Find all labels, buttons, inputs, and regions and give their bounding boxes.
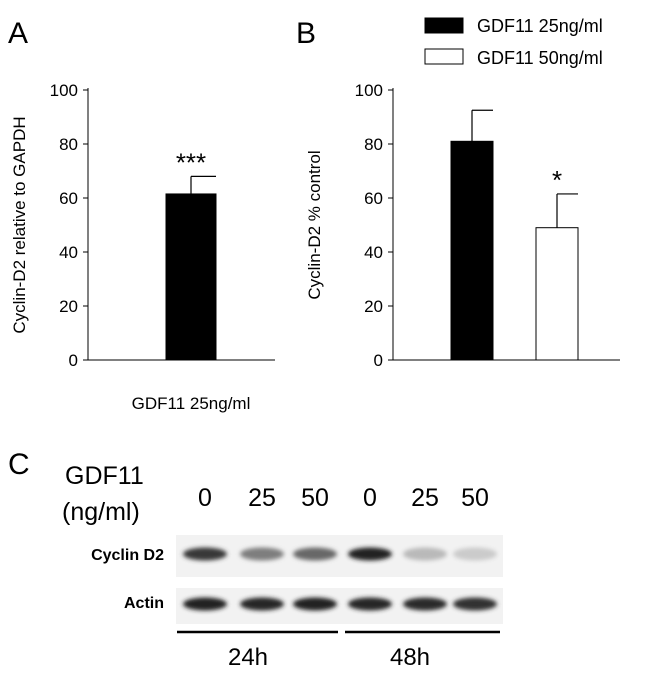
blot-dose-label: 0: [363, 484, 377, 512]
legend-swatch-25: [424, 17, 464, 34]
blot-band-cyclin: [348, 547, 392, 561]
chart-a-tick-label: 0: [69, 351, 78, 370]
blot-dose-label: 0: [198, 484, 212, 512]
chart-a-tick-label: 40: [59, 243, 78, 262]
blot-dose-label: 25: [411, 484, 439, 512]
timepoint-label-24h: 24h: [228, 644, 268, 671]
chart-b-tick-label: 20: [364, 297, 383, 316]
blot-row-label-actin: Actin: [124, 595, 164, 612]
chart-a-tick-label: 80: [59, 135, 78, 154]
legend-swatch-50: [424, 48, 464, 65]
chart-a-ylabel: Cyclin-D2 relative to GAPDH: [10, 116, 29, 333]
chart-a-significance: ***: [176, 147, 206, 177]
panel-letter-b: B: [296, 17, 316, 50]
chart-b-ylabel: Cyclin-D2 % control: [305, 150, 324, 299]
blot-band-actin: [293, 597, 337, 611]
chart-b-bar: [450, 140, 494, 361]
blot-strip-actin: [176, 588, 503, 624]
blot-header-line1: GDF11: [65, 462, 144, 490]
chart-a-bar: [165, 193, 217, 361]
blot-header-line2: (ng/ml): [62, 498, 140, 526]
legend-label-25: GDF11 25ng/ml: [477, 16, 603, 36]
blot-dose-label: 50: [461, 484, 489, 512]
blot-band-actin: [240, 597, 284, 611]
chart-a-tick-label: 20: [59, 297, 78, 316]
blot-band-cyclin: [183, 547, 227, 561]
blot-band-cyclin: [403, 547, 447, 561]
chart-b-legend: GDF11 25ng/ml GDF11 50ng/ml: [424, 16, 603, 68]
legend-label-50: GDF11 50ng/ml: [477, 48, 603, 68]
timepoint-label-48h: 48h: [390, 644, 430, 671]
blot-band-actin: [348, 597, 392, 611]
chart-b-tick-label: 40: [364, 243, 383, 262]
blot-band-cyclin: [240, 547, 284, 561]
chart-b-significance: *: [552, 165, 562, 195]
chart-a: 0 20 40 60 80 100 *** Cyclin-D2 relative to G…: [10, 81, 275, 413]
blot-band-actin: [183, 597, 227, 611]
chart-b-tick-label: 0: [374, 351, 383, 370]
chart-a-tick-label: 60: [59, 189, 78, 208]
chart-b-bar: [535, 227, 579, 361]
chart-a-category-label: GDF11 25ng/ml: [132, 394, 251, 413]
chart-a-tick-label: 100: [50, 81, 78, 100]
chart-b-tick-label: 80: [364, 135, 383, 154]
panel-letter-a: A: [8, 17, 28, 50]
blot-band-actin: [403, 597, 447, 611]
western-blot: GDF11 (ng/ml) 0 25 50 0 25 50 Cyclin D2 Actin…: [62, 462, 503, 671]
blot-strip-cyclin: [176, 535, 503, 577]
blot-row-label-cyclin: Cyclin D2: [91, 547, 164, 564]
chart-b-tick-label: 100: [355, 81, 383, 100]
blot-dose-label: 25: [248, 484, 276, 512]
chart-b: 0 20 40 60 80 100 * Cyclin-D2 % control GDF11…: [305, 16, 620, 370]
blot-band-actin: [453, 597, 497, 611]
chart-b-tick-label: 60: [364, 189, 383, 208]
blot-band-cyclin: [453, 547, 497, 561]
blot-band-cyclin: [293, 547, 337, 561]
panel-letter-c: C: [8, 448, 30, 481]
blot-dose-label: 50: [301, 484, 329, 512]
